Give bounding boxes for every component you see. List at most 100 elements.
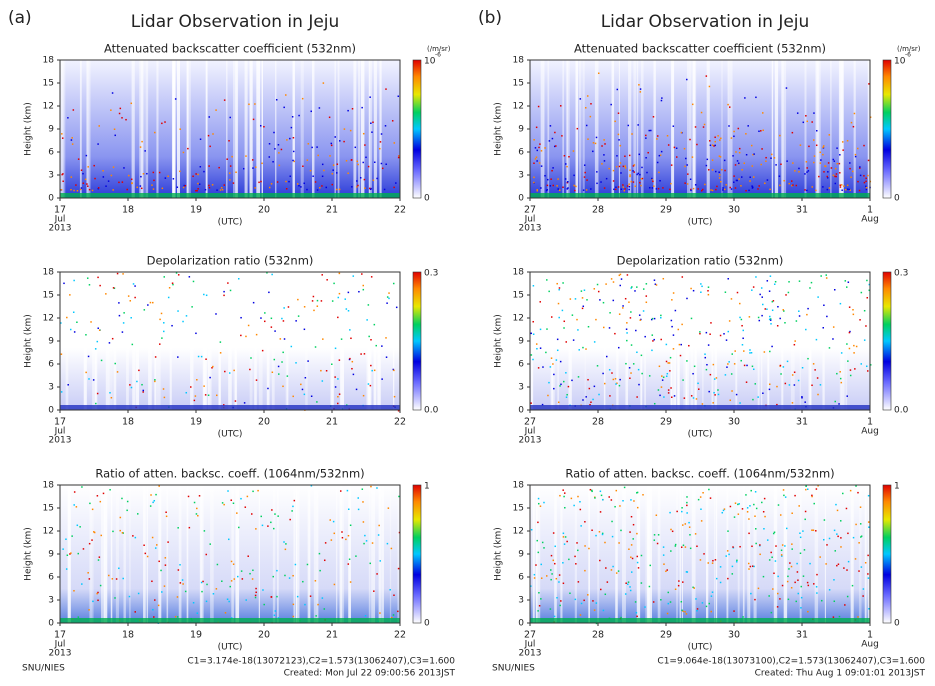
signal-pixel: [796, 112, 799, 114]
x-tick-label: 28: [592, 630, 604, 641]
signal-pixel: [703, 553, 705, 555]
signal-pixel: [224, 370, 226, 373]
signal-pixel: [867, 494, 870, 497]
profile-streak: [249, 272, 253, 410]
signal-pixel: [853, 344, 855, 347]
signal-pixel: [60, 322, 62, 324]
signal-pixel: [699, 332, 701, 335]
signal-pixel: [715, 188, 717, 191]
signal-pixel: [830, 167, 833, 169]
signal-pixel: [132, 283, 135, 285]
signal-pixel: [566, 181, 569, 184]
signal-pixel: [727, 278, 729, 280]
signal-pixel: [811, 384, 813, 387]
signal-pixel: [653, 534, 656, 536]
signal-pixel: [73, 189, 75, 192]
signal-pixel: [633, 164, 636, 166]
panel-label: (b): [478, 8, 502, 28]
signal-pixel: [352, 275, 355, 277]
signal-pixel: [207, 394, 210, 397]
x-year: 2013: [519, 649, 542, 659]
signal-pixel: [788, 568, 790, 570]
profile-streak: [79, 60, 82, 198]
signal-pixel: [304, 603, 306, 606]
signal-pixel: [705, 164, 708, 167]
signal-pixel: [332, 169, 334, 171]
signal-pixel: [760, 163, 762, 166]
signal-pixel: [384, 125, 387, 127]
signal-pixel: [562, 562, 564, 564]
signal-pixel: [246, 495, 249, 498]
signal-pixel: [680, 131, 683, 134]
signal-pixel: [251, 578, 254, 580]
signal-pixel: [791, 548, 793, 550]
signal-pixel: [369, 187, 371, 190]
signal-pixel: [73, 331, 76, 333]
signal-pixel: [87, 572, 89, 574]
signal-pixel: [849, 162, 851, 164]
signal-pixel: [350, 159, 353, 161]
signal-pixel: [609, 395, 611, 397]
signal-pixel: [714, 136, 716, 139]
signal-pixel: [229, 585, 231, 588]
signal-pixel: [181, 579, 184, 581]
signal-pixel: [61, 137, 64, 139]
signal-pixel: [782, 309, 784, 311]
signal-pixel: [636, 532, 638, 535]
signal-pixel: [626, 185, 629, 187]
signal-pixel: [575, 185, 577, 188]
signal-pixel: [130, 102, 133, 105]
signal-pixel: [262, 589, 264, 591]
signal-pixel: [804, 518, 806, 521]
profile-streak: [389, 485, 392, 623]
signal-pixel: [761, 501, 763, 504]
x-month: Aug: [861, 215, 879, 225]
signal-pixel: [354, 146, 357, 149]
signal-pixel: [295, 320, 297, 322]
profile-streak: [277, 485, 279, 623]
signal-pixel: [683, 397, 686, 399]
signal-pixel: [822, 146, 824, 149]
signal-pixel: [296, 183, 299, 185]
profile-streak: [727, 60, 729, 198]
profile-streak: [108, 272, 113, 410]
signal-pixel: [580, 602, 583, 605]
signal-pixel: [726, 366, 728, 368]
signal-pixel: [562, 489, 564, 491]
signal-pixel: [261, 524, 264, 527]
signal-pixel: [813, 112, 815, 114]
signal-pixel: [197, 182, 199, 185]
signal-pixel: [630, 311, 632, 313]
x-tick-label: 20: [258, 205, 270, 216]
signal-pixel: [552, 363, 554, 365]
signal-pixel: [182, 583, 184, 585]
signal-pixel: [681, 507, 683, 509]
signal-pixel: [710, 322, 712, 324]
signal-pixel: [867, 577, 870, 579]
signal-pixel: [263, 125, 265, 128]
signal-pixel: [331, 300, 334, 302]
signal-pixel: [122, 273, 124, 275]
signal-pixel: [365, 540, 368, 542]
signal-pixel: [726, 550, 729, 552]
signal-pixel: [713, 378, 716, 380]
signal-pixel: [533, 181, 535, 184]
profile-streak: [369, 272, 372, 410]
signal-pixel: [587, 325, 590, 328]
signal-pixel: [691, 103, 694, 106]
signal-pixel: [182, 151, 185, 154]
signal-pixel: [268, 156, 271, 158]
profile-streak: [578, 60, 582, 198]
signal-pixel: [539, 301, 541, 303]
signal-pixel: [187, 495, 190, 498]
signal-pixel: [88, 378, 90, 380]
signal-pixel: [304, 376, 307, 379]
signal-pixel: [131, 343, 134, 346]
signal-pixel: [615, 383, 617, 385]
signal-pixel: [316, 189, 319, 191]
profile-streak: [334, 60, 336, 198]
signal-pixel: [91, 189, 94, 192]
signal-pixel: [198, 183, 201, 185]
x-tick-label: 28: [592, 417, 604, 428]
signal-pixel: [594, 142, 597, 145]
